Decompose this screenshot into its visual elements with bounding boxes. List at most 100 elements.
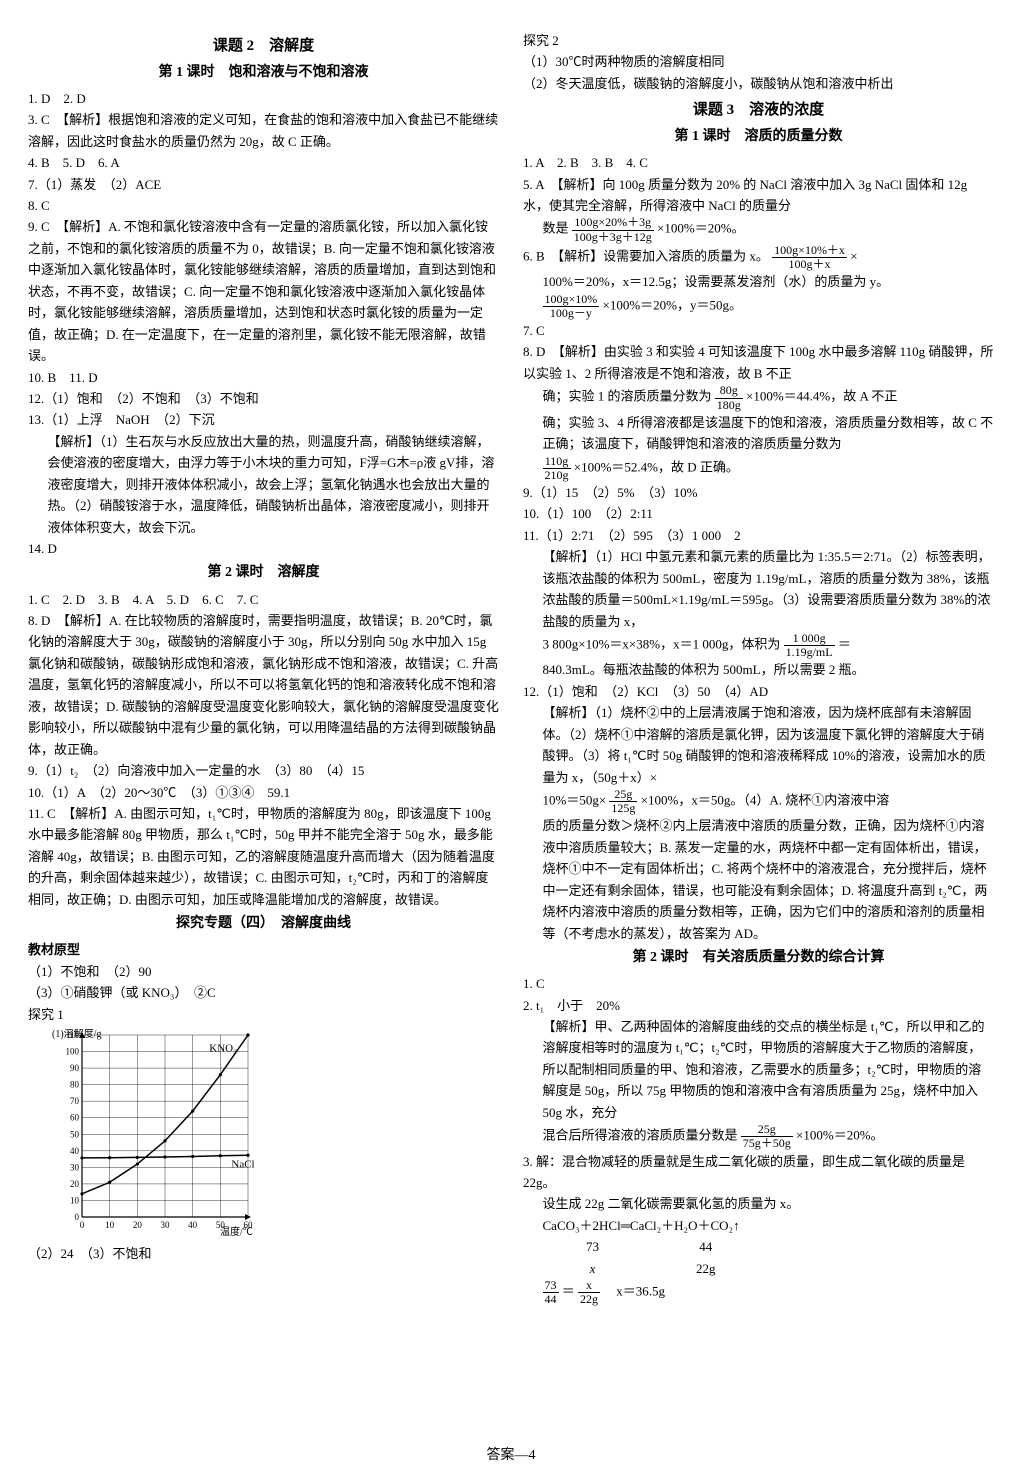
r8d: 110g210g ×100%＝52.4%，故 D 正确。	[523, 455, 994, 482]
left-column: 课题 2 溶解度 第 1 课时 饱和溶液与不饱和溶液 1. D 2. D 3. …	[28, 30, 499, 1430]
tanjiu2-heading: 探究 2	[523, 30, 994, 51]
r8b-post: ×100%＝44.4%，故 A 不正	[746, 389, 897, 404]
tj1-2-3: （2）24 （3）不饱和	[28, 1243, 499, 1264]
r6a-post: ×	[850, 249, 857, 264]
r8d-post: ×100%＝52.4%，故 D 正确。	[574, 459, 739, 474]
r12x-b-pre: 10%＝50g×	[543, 793, 607, 808]
s3d1a: 73	[543, 1236, 643, 1257]
r1-4: 1. A 2. B 3. B 4. C	[523, 152, 994, 173]
s2: 2. t₁ 小于 20%	[523, 995, 994, 1016]
r12: 12.（1）饱和 （2）KCl （3）50 （4）AD	[523, 681, 994, 702]
s3d1b: 44	[646, 1236, 766, 1257]
svg-text:20: 20	[133, 1220, 143, 1230]
svg-text:30: 30	[161, 1220, 171, 1230]
r8d-num: 110g	[543, 455, 571, 469]
item-13-explain: 【解析】（1）生石灰与水反应放出大量的热，则温度升高，硝酸钠继续溶解，会使溶液的…	[28, 431, 499, 538]
q9: 9.（1）t₂ （2）向溶液中加入一定量的水 （3）80 （4）15	[28, 760, 499, 781]
r10: 10.（1）100 （2）2:11	[523, 503, 994, 524]
columns-wrapper: 课题 2 溶解度 第 1 课时 饱和溶液与不饱和溶液 1. D 2. D 3. …	[28, 30, 994, 1430]
r12x-b: 10%＝50g× 25g125g ×100%，x＝50g。（4）A. 烧杯①内溶…	[523, 788, 994, 815]
svg-text:(1)溶解度/g: (1)溶解度/g	[52, 1029, 101, 1040]
r7: 7. C	[523, 320, 994, 341]
item-9: 9. C 【解析】A. 不饱和氯化铵溶液中含有一定量的溶质氯化铵，所以加入氯化铵…	[28, 216, 499, 366]
svg-text:NaCl: NaCl	[231, 1158, 254, 1170]
svg-text:KNO₃: KNO₃	[209, 1043, 237, 1055]
svg-text:0: 0	[75, 1212, 80, 1222]
r6c-post: ×100%＝20%，y＝50g。	[603, 297, 743, 312]
r8b: 确；实验 1 的溶质质量分数为 80g180g ×100%＝44.4%，故 A …	[523, 384, 994, 411]
r6c-fraction: 100g×10%100g－y	[543, 293, 600, 320]
r12x-b-post: ×100%，x＝50g。（4）A. 烧杯①内溶液中溶	[641, 793, 890, 808]
item-7: 7.（1）蒸发 （2）ACE	[28, 174, 499, 195]
q8: 8. D 【解析】A. 在比较物质的溶解度时，需要指明温度，故错误；B. 20℃…	[28, 610, 499, 760]
heading-keti2: 课题 2 溶解度	[28, 34, 499, 59]
r6c: 100g×10%100g－y ×100%＝20%，y＝50g。	[523, 293, 994, 320]
r5-pre: 数是	[543, 221, 569, 236]
svg-text:50: 50	[70, 1129, 80, 1139]
s3e-num: 73	[543, 1279, 559, 1293]
r6a-fraction: 100g×10%＋x100g＋x	[772, 244, 847, 271]
s2x-b-den: 75g＋50g	[741, 1137, 793, 1150]
tj2-2: （2）冬天温度低，碳酸钠的溶解度小，碳酸钠从饱和溶液中析出	[523, 73, 994, 94]
r11x-b-pre: 3 800g×10%＝x×38%，x＝1 000g，体积为	[543, 637, 781, 652]
r12x-b-den: 125g	[609, 802, 637, 815]
s2x-b-num: 25g	[741, 1123, 793, 1137]
r12x-c: 质的质量分数＞烧杯②内上层清液中溶质的质量分数，正确，因为烧杯①内溶液中溶质质量…	[523, 815, 994, 944]
svg-text:100: 100	[66, 1047, 80, 1057]
r8b-num: 80g	[715, 384, 743, 398]
s3d2a: x	[543, 1258, 643, 1279]
svg-text:20: 20	[70, 1179, 80, 1189]
r11x-b: 3 800g×10%＝x×38%，x＝1 000g，体积为 1 000g1.19…	[523, 632, 994, 659]
chart-svg: 01020304050607080901001100102030405060(1…	[48, 1029, 258, 1239]
jiaocai-heading: 教材原型	[28, 939, 499, 960]
heading-ke2: 第 2 课时 溶解度	[28, 561, 499, 584]
tanjiu1-heading: 探究 1	[28, 1004, 499, 1025]
r11x-b-post: ＝	[838, 637, 851, 652]
svg-text:0: 0	[80, 1220, 85, 1230]
s3d2b: 22g	[646, 1258, 766, 1279]
item-12: 12.（1）饱和 （2）不饱和 （3）不饱和	[28, 388, 499, 409]
r9: 9.（1）15 （2）5% （3）10%	[523, 482, 994, 503]
svg-text:90: 90	[70, 1063, 80, 1073]
item-4-6: 4. B 5. D 6. A	[28, 152, 499, 173]
q1-7: 1. C 2. D 3. B 4. A 5. D 6. C 7. C	[28, 589, 499, 610]
r12x-b-fraction: 25g125g	[609, 788, 637, 815]
svg-text:70: 70	[70, 1096, 80, 1106]
r8c: 确；实验 3、4 所得溶液都是该温度下的饱和溶液，溶质质量分数相等，故 C 不正…	[523, 412, 994, 455]
r6a-num: 100g×10%＋x	[772, 244, 847, 258]
r11: 11.（1）2:71 （2）595 （3）1 000 2	[523, 525, 994, 546]
s1: 1. C	[523, 973, 994, 994]
item-3: 3. C 【解析】根据饱和溶液的定义可知，在食盐的饱和溶液中加入食盐已不能继续溶…	[28, 109, 499, 152]
s2x-b-post: ×100%＝20%。	[796, 1128, 884, 1143]
item-10-11: 10. B 11. D	[28, 367, 499, 388]
r11x-b-den: 1.19g/mL	[784, 646, 835, 659]
svg-text:10: 10	[105, 1220, 115, 1230]
svg-text:80: 80	[70, 1080, 80, 1090]
r5-num: 100g×20%＋3g	[572, 216, 654, 230]
heading-ke1: 第 1 课时 饱和溶液与不饱和溶液	[28, 61, 499, 84]
r8b-pre: 确；实验 1 的溶质质量分数为	[543, 389, 712, 404]
s3e-num2: x	[578, 1279, 600, 1293]
svg-text:温度/℃: 温度/℃	[220, 1225, 253, 1238]
r8a: 8. D 【解析】由实验 3 和实验 4 可知该温度下 100g 水中最多溶解 …	[523, 341, 994, 384]
s3e-post: x＝36.5g	[603, 1284, 665, 1299]
s3e-frac2: x22g	[578, 1279, 600, 1306]
r11x-b-fraction: 1 000g1.19g/mL	[784, 632, 835, 659]
r8d-den: 210g	[543, 469, 571, 482]
r5a: 5. A 【解析】向 100g 质量分数为 20% 的 NaCl 溶液中加入 3…	[523, 174, 994, 217]
r6c-den: 100g－y	[543, 307, 600, 320]
heading-keti3-ke2: 第 2 课时 有关溶质质量分数的综合计算	[523, 946, 994, 969]
s3d2: x 22g	[523, 1258, 994, 1279]
r6b: 100%＝20%，x＝12.5g；设需要蒸发溶剂（水）的质量为 y。	[523, 271, 994, 292]
r6a-text: 6. B 【解析】设需要加入溶质的质量为 x。	[523, 249, 769, 264]
item-13: 13.（1）上浮 NaOH （2）下沉	[28, 409, 499, 430]
svg-text:10: 10	[70, 1195, 80, 1205]
page-footer: 答案—4	[0, 1444, 1022, 1464]
s3e-den: 44	[543, 1293, 559, 1306]
q10: 10.（1）A （2）20～30℃ （3）①③④ 59.1	[28, 782, 499, 803]
r6c-num: 100g×10%	[543, 293, 600, 307]
r5-den: 100g＋3g＋12g	[572, 231, 654, 244]
s3e-frac1: 7344	[543, 1279, 559, 1306]
svg-text:40: 40	[70, 1146, 80, 1156]
heading-tanjiu: 探究专题（四） 溶解度曲线	[28, 912, 499, 935]
